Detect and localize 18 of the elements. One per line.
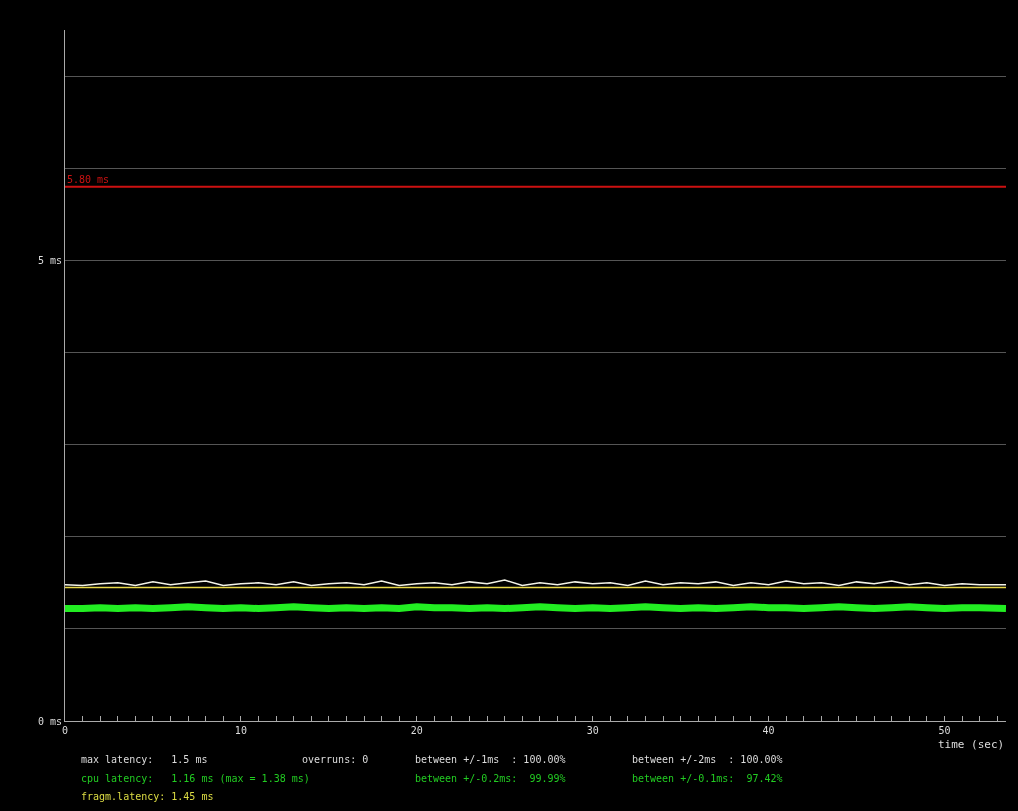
x-tick-label: 0 (61, 725, 69, 736)
x-tick-label: 10 (234, 725, 247, 736)
text: overruns: 0 (302, 754, 369, 765)
text: fragm.latency: 1.45 ms (81, 791, 214, 802)
ref-line-label: 5.80 ms (67, 174, 110, 185)
x-tick-label: 30 (586, 725, 599, 736)
text: between +/-0.2ms: 99.99% (415, 773, 566, 784)
text: between +/-2ms : 100.00% (632, 754, 783, 765)
x-axis-title: time (sec) (938, 738, 1005, 751)
x-tick-label: 50 (938, 725, 951, 736)
text: cpu latency: 1.16 ms (max = 1.38 ms) (81, 773, 310, 784)
text: between +/-0.1ms: 97.42% (632, 773, 783, 784)
text: between +/-1ms : 100.00% (415, 754, 566, 765)
text: max latency: 1.5 ms (81, 754, 208, 765)
y-tick-label: 5 ms (37, 254, 62, 266)
x-tick-label: 40 (762, 725, 775, 736)
x-tick-label: 20 (410, 725, 423, 736)
y-tick-label: 0 ms (37, 715, 62, 727)
